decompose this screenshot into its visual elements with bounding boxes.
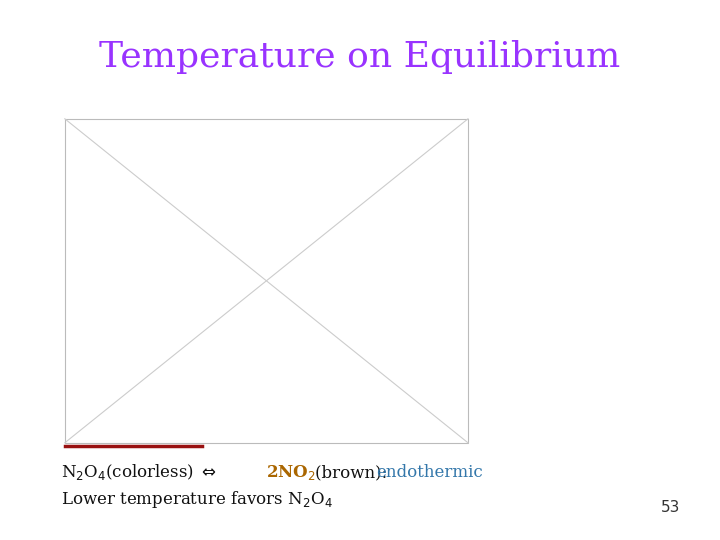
Text: (brown):: (brown):	[315, 464, 393, 481]
Text: Lower temperature favors N$_2$O$_4$: Lower temperature favors N$_2$O$_4$	[61, 489, 333, 510]
Text: N$_2$O$_4$(colorless) $\Leftrightarrow$: N$_2$O$_4$(colorless) $\Leftrightarrow$	[61, 462, 221, 483]
Text: 2NO$_2$: 2NO$_2$	[266, 463, 316, 482]
Bar	[65, 119, 468, 443]
Text: 53: 53	[661, 500, 680, 515]
Text: endothermic: endothermic	[377, 464, 483, 481]
Text: Temperature on Equilibrium: Temperature on Equilibrium	[99, 40, 621, 73]
